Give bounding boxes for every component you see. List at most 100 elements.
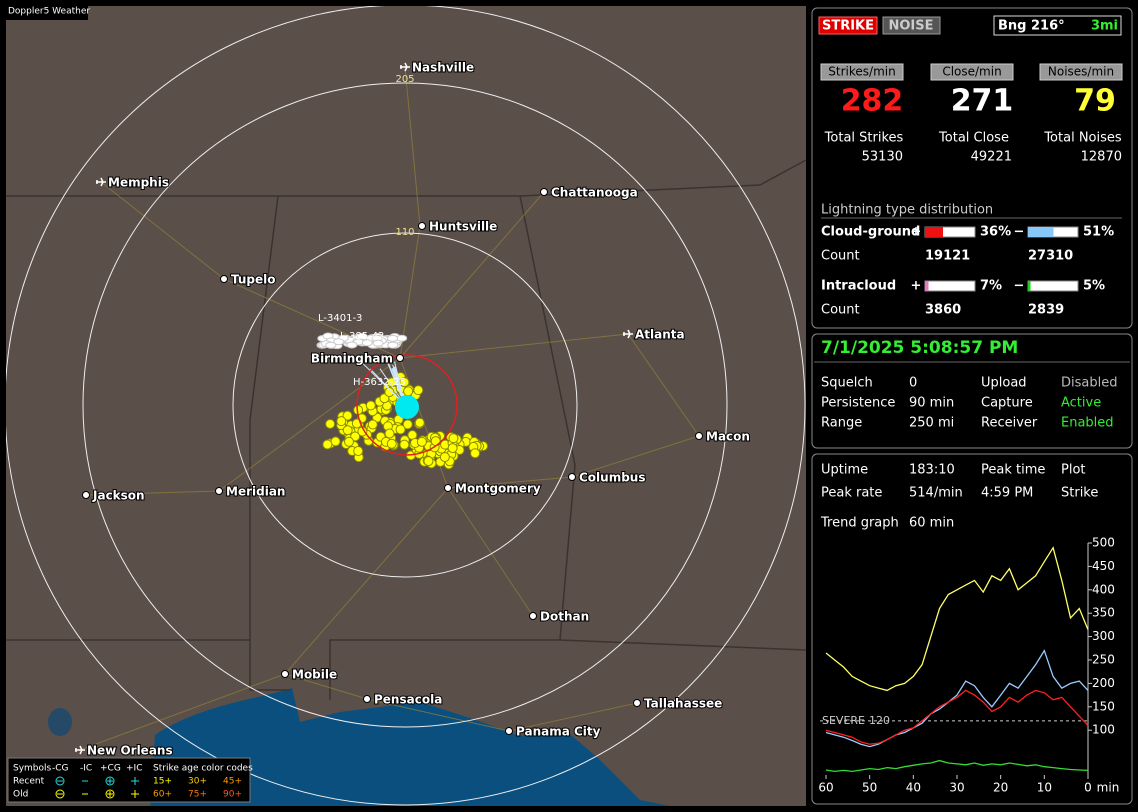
strike (342, 425, 353, 436)
legend-row-label: Recent (13, 777, 45, 787)
rate-label: Noises/min (1048, 65, 1114, 79)
strike-old (387, 334, 399, 342)
legend-header: +IC (126, 764, 142, 774)
strike (384, 387, 395, 398)
legend-header: -CG (52, 764, 69, 774)
city-label: Columbus (579, 471, 646, 485)
setting-value: Active (1061, 396, 1101, 411)
age-code: 15+ (153, 777, 172, 787)
current-cell (395, 395, 419, 419)
stat-label: Trend graph (820, 516, 899, 531)
strike (470, 448, 481, 459)
strike-old (396, 334, 408, 342)
y-tick-label: 450 (1092, 559, 1115, 573)
severe-label: SEVERE (822, 714, 865, 727)
strike-button (818, 16, 878, 35)
pct-bar-track (924, 280, 976, 292)
lake (48, 708, 72, 736)
stat-value: 60 min (909, 516, 954, 531)
type-name: Intracloud (821, 279, 896, 294)
highway-shield: 110 (395, 227, 414, 238)
airport-icon (400, 62, 410, 72)
strike (439, 452, 450, 463)
y-tick-label: 350 (1092, 606, 1115, 620)
setting-label: Squelch (821, 376, 873, 391)
airport-icon (75, 745, 85, 755)
panel-content: STRIKE NOISE Bng 216° 3mi Strikes/min 282 Tota… (814, 15, 1130, 795)
city-label: Meridian (226, 485, 285, 499)
x-tick-label: 10 (1037, 781, 1052, 795)
total-label: Total Strikes (824, 131, 904, 146)
minus-sign: − (1014, 225, 1025, 240)
noise-button-label: NOISE (888, 19, 933, 34)
trend-line (825, 689, 1089, 745)
count-value: 27310 (1028, 249, 1073, 264)
stat-label: Uptime (821, 463, 868, 478)
pct-bar (1028, 281, 1031, 291)
y-tick-label: 500 (1092, 536, 1115, 550)
city-dot (568, 473, 576, 481)
legend: Symbols -CG -IC +CG +IC Strike age color code… (7, 757, 253, 803)
app-title: Doppler5 Weather (8, 7, 90, 17)
city-dot (281, 670, 289, 678)
stat-value: 4:59 PM (981, 486, 1033, 501)
trend-panel (811, 453, 1133, 805)
airport-icon (96, 177, 106, 187)
symbol-pos-ic (131, 777, 139, 785)
strike (448, 433, 459, 444)
strike (330, 436, 341, 447)
city-label: Atlanta (635, 328, 685, 342)
rate-value: 271 (951, 84, 1014, 119)
rate-label-box (930, 63, 1014, 81)
cities: Nashville Memphis Chattanooga Huntsville Tup… (75, 60, 751, 759)
x-tick-label: 20 (993, 781, 1008, 795)
stat-label: Plot (1061, 463, 1086, 478)
setting-label: Capture (981, 396, 1033, 411)
city-label: Mobile (292, 668, 337, 682)
strike (353, 445, 364, 456)
datetime: 7/1/2025 5:08:57 PM (821, 338, 1018, 358)
pct-label: 5% (1083, 279, 1105, 294)
city-label: Montgomery (455, 482, 541, 496)
y-tick-label: 300 (1092, 629, 1115, 643)
age-code: 90+ (223, 790, 242, 800)
legend-box (7, 757, 251, 803)
strike-label: L-385-42 (340, 331, 384, 342)
strike (367, 419, 378, 430)
city-label: New Orleans (87, 744, 173, 758)
strike-old (333, 338, 345, 346)
city-dot (220, 275, 228, 283)
strike (386, 438, 397, 449)
x-tick-label: 0 (1084, 781, 1092, 795)
stat-label: Peak rate (821, 486, 882, 501)
city-label: Chattanooga (551, 186, 638, 200)
city-label: Memphis (108, 176, 169, 190)
city-label: Tallahassee (644, 697, 722, 711)
strike (384, 428, 395, 439)
y-tick-label: 250 (1092, 653, 1115, 667)
trend-line (825, 649, 1089, 748)
strike (325, 418, 336, 429)
setting-label: Range (821, 416, 862, 431)
strike-old (356, 332, 368, 340)
strike (336, 416, 347, 427)
strike (413, 385, 424, 396)
age-code: 75+ (188, 790, 207, 800)
x-tick-label: 50 (862, 781, 877, 795)
strike-old (346, 341, 358, 349)
city-label: Tupelo (231, 273, 276, 287)
rate-value: 282 (841, 84, 904, 119)
city-label: Dothan (540, 610, 589, 624)
x-unit: min (1097, 781, 1120, 795)
rate-label: Close/min (942, 65, 1001, 79)
age-code: 45+ (223, 777, 242, 787)
city-dot (444, 484, 452, 492)
strike-label: L-3401-3 (318, 313, 362, 324)
highway-shield: 205 (395, 74, 414, 85)
strike-old (372, 339, 384, 347)
legend-header: Symbols (13, 764, 52, 774)
city-label: Jackson (92, 489, 145, 503)
count-value: 2839 (1028, 303, 1064, 318)
strike-track (361, 361, 406, 406)
city-label: Nashville (412, 61, 474, 75)
